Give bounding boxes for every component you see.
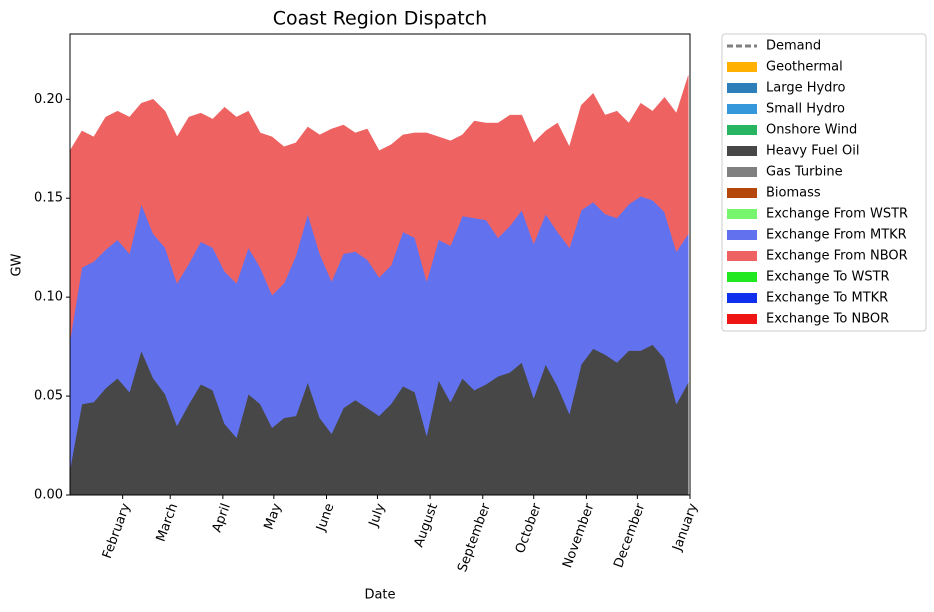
legend-label: Gas Turbine (766, 165, 843, 180)
legend-label: Onshore Wind (766, 123, 857, 138)
x-axis-label: Date (364, 588, 395, 603)
legend-swatch (727, 251, 757, 261)
legend-swatch (727, 62, 757, 72)
area (69, 75, 689, 341)
y-tick-label: 0.00 (34, 488, 63, 503)
chart-title: Coast Region Dispatch (273, 8, 487, 30)
x-tick-label: December (611, 501, 648, 570)
legend-label: Heavy Fuel Oil (766, 144, 859, 159)
plot-frame (69, 33, 691, 496)
x-tick-label: March (154, 501, 182, 543)
legend-label: Large Hydro (766, 81, 845, 96)
legend-label: Exchange From NBOR (766, 249, 908, 264)
x-tick-label: January (670, 501, 701, 554)
x-tick-label: September (455, 501, 494, 574)
legend-swatch (727, 83, 757, 93)
legend-label: Exchange To NBOR (766, 312, 889, 327)
legend-swatch (727, 314, 757, 324)
legend-box (721, 33, 927, 332)
y-tick-label: 0.15 (34, 191, 63, 206)
legend-swatch (727, 209, 757, 219)
x-tick-label: May (262, 501, 285, 532)
legend-swatch (727, 272, 757, 282)
x-tick-label: October (513, 501, 545, 556)
x-tick-label: July (366, 501, 389, 529)
legend-swatch (727, 125, 757, 135)
legend-label: Demand (766, 39, 821, 54)
x-tick-label: June (313, 501, 337, 534)
legend-swatch (727, 104, 757, 114)
legend-label: Geothermal (766, 60, 843, 75)
legend-swatch (727, 230, 757, 240)
y-tick-label: 0.05 (34, 389, 63, 404)
legend-label: Exchange From MTKR (766, 228, 907, 243)
x-tick-label: February (100, 501, 134, 561)
legend-label: Exchange To MTKR (766, 291, 888, 306)
legend-swatch (727, 167, 757, 177)
legend-swatch (727, 188, 757, 198)
legend-label: Exchange To WSTR (766, 270, 890, 285)
x-tick-label: August (411, 501, 441, 549)
y-tick-label: 0.20 (34, 92, 63, 107)
legend-label: Biomass (766, 186, 821, 201)
legend-label: Small Hydro (766, 102, 845, 117)
x-tick-label: November (560, 501, 597, 570)
legend-swatch (727, 293, 757, 303)
y-axis-label: GW (10, 253, 25, 276)
x-tick-label: April (210, 501, 234, 534)
legend-label: Exchange From WSTR (766, 207, 908, 222)
legend-swatch (727, 146, 757, 156)
y-tick-label: 0.10 (34, 290, 63, 305)
